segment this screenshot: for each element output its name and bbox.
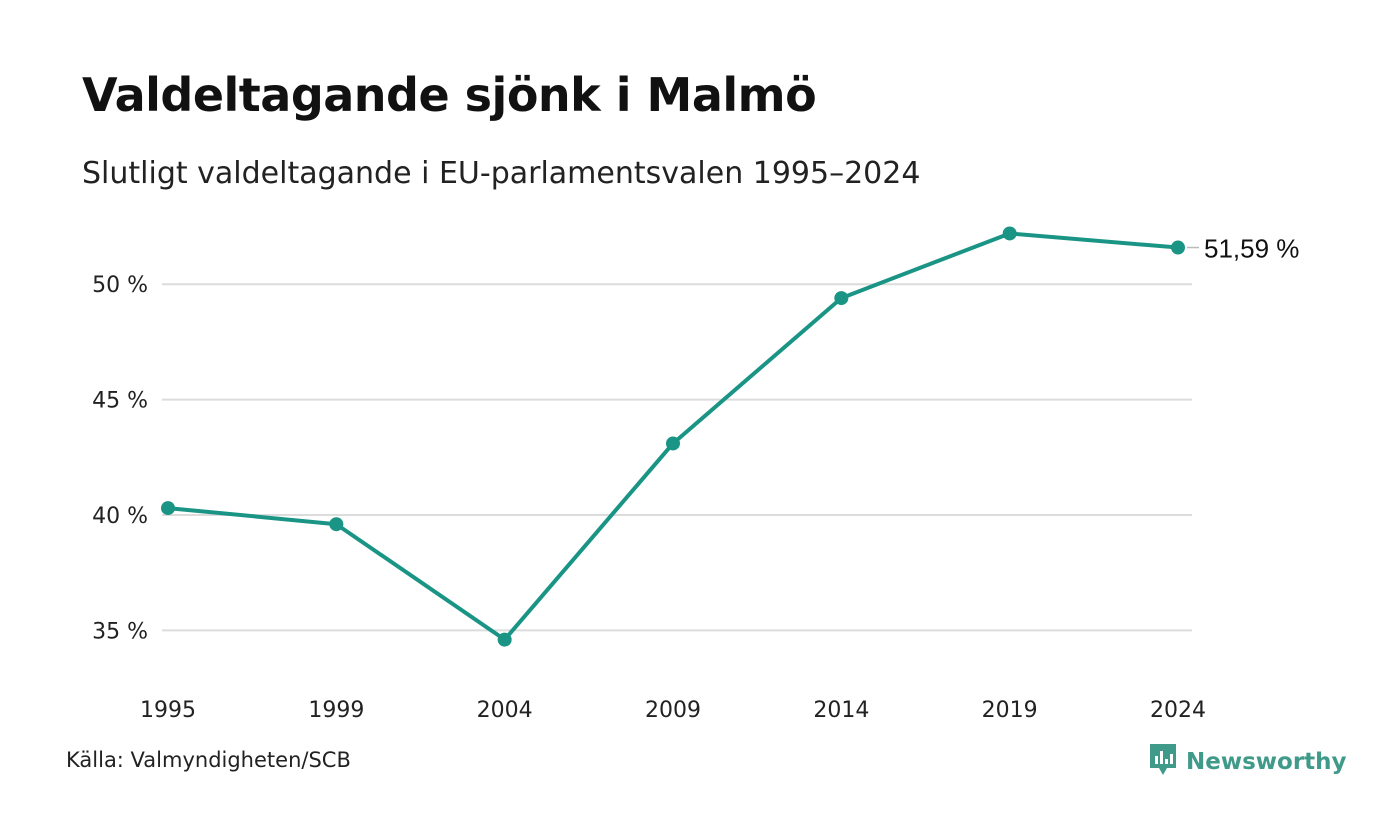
data-point: [666, 436, 680, 451]
y-axis: 35 % 40 % 45 % 50 %: [92, 273, 148, 644]
data-point: [497, 632, 512, 647]
y-tick-label: 45 %: [92, 389, 148, 414]
end-value-label-group: 51,59 %: [1187, 234, 1299, 264]
brand-name: Newsworthy: [1186, 749, 1347, 775]
x-tick-label: 2019: [982, 698, 1038, 723]
y-tick-label: 35 %: [92, 619, 148, 644]
data-point: [1171, 240, 1185, 255]
data-point: [161, 501, 175, 516]
x-tick-label: 2009: [645, 698, 701, 723]
data-point: [1002, 226, 1017, 241]
y-tick-label: 40 %: [92, 504, 148, 529]
x-tick-label: 1995: [140, 698, 196, 723]
data-point: [834, 291, 849, 306]
source-note: Källa: Valmyndigheten/SCB: [66, 748, 351, 772]
x-axis: 1995 1999 2004 2009 2014 2019 2024: [140, 698, 1206, 723]
end-value-label: 51,59 %: [1204, 234, 1299, 264]
data-points: [161, 226, 1185, 647]
data-point: [329, 517, 344, 532]
chart-subtitle: Slutligt valdeltagande i EU-parlamentsva…: [82, 156, 921, 191]
y-tick-label: 50 %: [92, 273, 148, 298]
x-tick-label: 2014: [813, 698, 869, 723]
x-tick-label: 2004: [477, 698, 533, 723]
x-tick-label: 2024: [1150, 698, 1206, 723]
newsworthy-logo-icon: [1148, 742, 1178, 782]
x-tick-label: 1999: [308, 698, 364, 723]
gridlines: [162, 283, 1192, 632]
brand-logo: Newsworthy: [1148, 742, 1347, 782]
chart-title: Valdeltagande sjönk i Malmö: [82, 68, 817, 122]
